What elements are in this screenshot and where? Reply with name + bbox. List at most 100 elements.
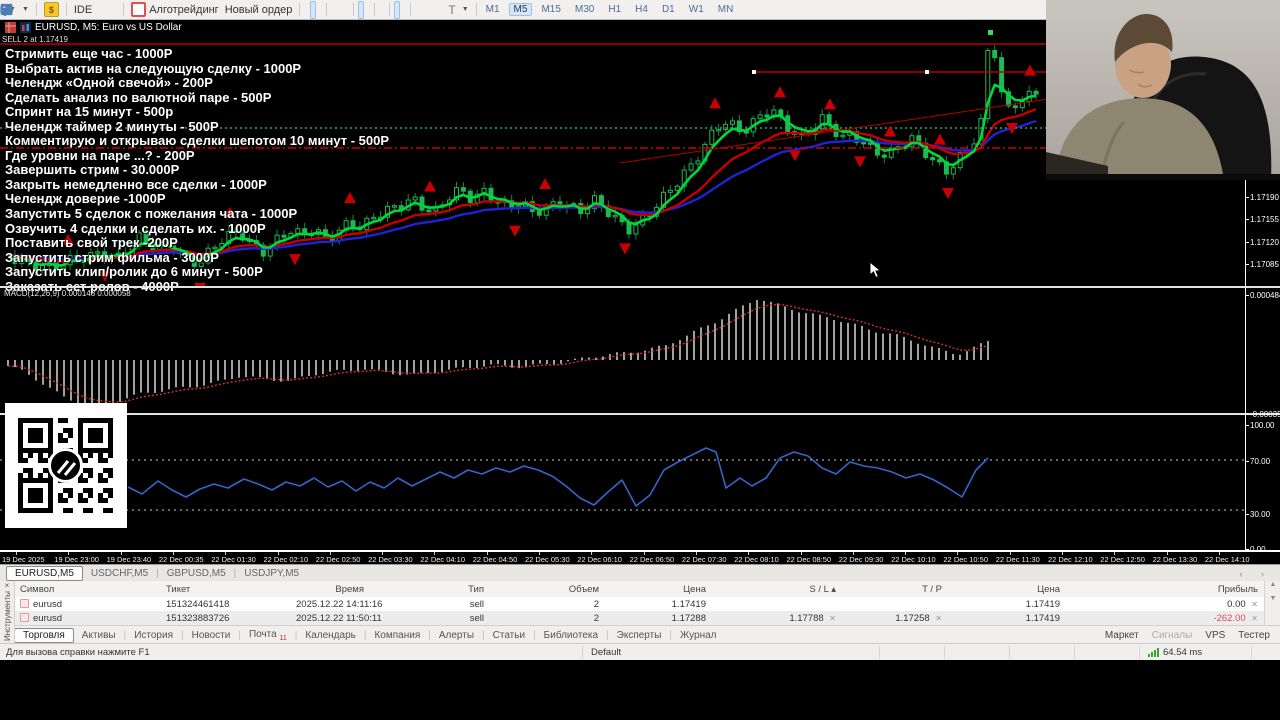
axis-label: 70.00 (1250, 457, 1271, 466)
timeframe-h4[interactable]: H4 (635, 4, 648, 15)
axis-tick (1245, 242, 1249, 243)
oscillator-chart[interactable] (0, 415, 1245, 550)
pane-divider[interactable] (0, 286, 1280, 288)
text-tool[interactable]: T (445, 1, 458, 19)
tab-scroll-arrows[interactable]: ‹ › (1239, 568, 1272, 579)
timeframe-h1[interactable]: H1 (608, 4, 622, 15)
community-button[interactable] (0, 1, 119, 19)
column-header[interactable]: Объем (568, 583, 599, 595)
tab-separator: | (123, 629, 127, 641)
symbol-tab-eurusd[interactable]: EURUSD,M5 (6, 566, 83, 581)
time-label: 22 Dec 13:30 (1152, 555, 1198, 564)
connection-status[interactable]: 64.54 ms (1139, 646, 1251, 659)
tile-windows-button[interactable] (0, 1, 349, 19)
timeframe-w1[interactable]: W1 (688, 4, 704, 15)
donation-line: Закрыть немедленно все сделки - 1000Р (5, 176, 267, 192)
toolbar-separator (389, 3, 391, 16)
timeframe-m1[interactable]: M1 (485, 4, 500, 15)
symbol-tab-gbpusd[interactable]: GBPUSD,M5 (166, 568, 226, 579)
table-cell: sell (469, 598, 484, 610)
tester-button[interactable]: Тестер (0, 630, 1270, 646)
table-scrollbar[interactable]: ▲ ▼ (1264, 581, 1280, 625)
donation-line: Где уровни на паре ...? - 200Р (5, 147, 195, 163)
line-mode-button[interactable] (0, 1, 322, 19)
resize-grip[interactable] (1251, 646, 1280, 659)
tab-separator: | (363, 629, 367, 641)
column-header[interactable]: Время (335, 583, 364, 595)
time-label: 19 Dec 23:40 (106, 555, 152, 564)
toolbar-separator (123, 3, 125, 16)
close-icon[interactable]: × (4, 581, 10, 590)
tab-separator: | (238, 629, 241, 641)
chart-title-text: EURUSD, M5: Euro vs US Dollar (35, 22, 182, 33)
toolbox-tab-5[interactable]: Почта 11 (248, 628, 287, 642)
axis-label: 0.00 (1250, 545, 1266, 554)
price-chart[interactable] (0, 20, 1245, 286)
vps-cloud-button[interactable]: VPS (0, 630, 1225, 645)
column-header[interactable]: Символ (20, 583, 55, 595)
column-header[interactable]: Тип (468, 583, 484, 595)
toolbox-tab-9[interactable]: Статьи (492, 629, 526, 641)
symbol-tab-usdchf[interactable]: USDCHF,M5 (90, 568, 149, 579)
screenshot-button[interactable] (0, 1, 385, 19)
timeframe-m30[interactable]: M30 (574, 4, 595, 15)
toolbox-tab-1[interactable]: Торговля (14, 627, 74, 643)
timeframe-m15[interactable]: M15 (541, 4, 561, 15)
toolbox-tab-11[interactable]: Эксперты (616, 629, 662, 641)
market-bag-button[interactable]: Маркет (1, 630, 1139, 646)
toolbox-tab-2[interactable]: Активы (81, 629, 116, 641)
toolbox-tab-10[interactable]: Библиотека (543, 629, 599, 641)
column-header[interactable]: T / P (922, 583, 942, 595)
ide-button[interactable]: IDE (71, 1, 95, 19)
table-cell: 2025.12.22 11:50:11 (296, 612, 382, 624)
symbol-tab-usdjpy[interactable]: USDJPY,M5 (244, 568, 300, 579)
mouse-cursor (869, 261, 882, 279)
time-label: 22 Dec 06:50 (629, 555, 675, 564)
donation-line: Сделать анализ по валютной паре - 500Р (5, 89, 272, 105)
table-cell: 1.17288 (671, 612, 706, 624)
pane-divider[interactable] (0, 413, 1280, 415)
toolbox-tab-8[interactable]: Алерты (438, 629, 475, 641)
timeframe-mn[interactable]: MN (717, 4, 734, 15)
macd-chart[interactable] (0, 288, 1245, 413)
column-header[interactable]: Тикет (166, 583, 191, 595)
time-axis: 19 Dec 2025 19 Dec 23:00 19 Dec 23:40 22 De… (0, 552, 1280, 564)
shapes-dropdown[interactable]: ▼ (0, 1, 472, 19)
toolbox-tab-3[interactable]: История (134, 629, 173, 641)
crosshair-tool-button[interactable] (1, 1, 406, 19)
tab-separator: | (606, 629, 609, 641)
market-button[interactable]: $ (41, 1, 62, 19)
main-toolbar: ▼ ▼ $ IDE Алготрейдинг Новый ордер (0, 0, 1280, 20)
webcam-overlay (1046, 0, 1280, 180)
column-header[interactable]: Цена (1037, 583, 1060, 595)
timeframe-m5[interactable]: M5 (508, 3, 533, 16)
status-profile[interactable]: Default (582, 646, 879, 659)
chevron-down-icon: ▼ (21, 6, 29, 13)
toolbox-tab-4[interactable]: Новости (191, 629, 231, 641)
column-header[interactable]: Прибыль (1217, 583, 1258, 595)
column-header[interactable]: S / L ▴ (809, 583, 836, 595)
algo-trading-button[interactable]: Алготрейдинг (128, 1, 221, 19)
ping-value: 64.54 ms (1163, 647, 1203, 658)
toolbox-tab-7[interactable]: Компания (374, 629, 421, 641)
table-row[interactable]: eurusd 151323883726 2025.12.22 11:50:11 sel… (14, 611, 1264, 625)
toolbar-separator (353, 3, 355, 16)
new-order-button[interactable]: Новый ордер (1, 1, 296, 19)
donation-line: Челендж доверие -1000Р (5, 191, 166, 207)
toolbox-tab-6[interactable]: Календарь (305, 629, 356, 641)
timeframe-d1[interactable]: D1 (661, 4, 675, 15)
time-tick (1062, 552, 1063, 555)
chart-profile-dropdown[interactable]: ▼ (0, 1, 32, 19)
table-row[interactable]: eurusd 151324461418 2025.12.22 14:11:16 sel… (14, 597, 1264, 611)
tab-separator: | (533, 629, 536, 641)
signals-button[interactable]: Сигналы (1, 630, 1192, 644)
chart-shift-button[interactable] (1, 1, 370, 19)
column-header[interactable]: Цена (683, 583, 706, 595)
price-axis-line (1245, 20, 1246, 552)
toolbox-tab-12[interactable]: Журнал (680, 629, 717, 641)
tab-separator: | (181, 629, 184, 641)
tab-separator: | (233, 568, 237, 579)
table-cell: 1.17258 ✕ (895, 612, 942, 624)
time-tick (539, 552, 540, 555)
